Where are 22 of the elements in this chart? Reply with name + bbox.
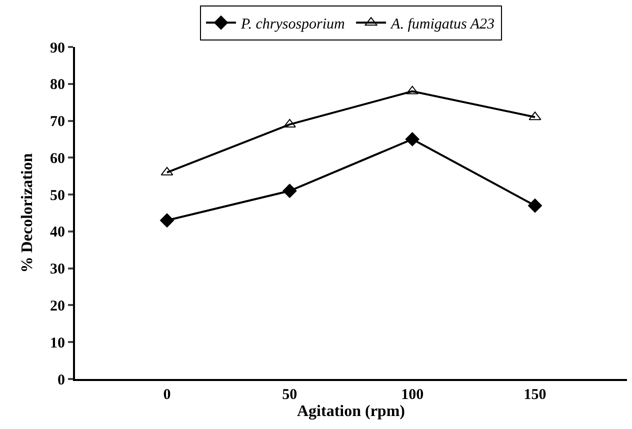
x-tick-label: 0 — [163, 387, 171, 403]
point — [282, 184, 297, 198]
y-tick-label: 70 — [50, 114, 65, 130]
x-tick-label: 100 — [401, 387, 424, 403]
y-tick-label: 0 — [58, 372, 65, 388]
y-tick-label: 30 — [50, 262, 65, 278]
point — [160, 213, 174, 228]
x-tick-label: 50 — [282, 387, 298, 403]
legend-label: A. fumigatus A23 — [390, 16, 495, 32]
point — [528, 198, 542, 213]
y-tick-label: 60 — [50, 150, 65, 167]
y-tick-label: 20 — [50, 298, 65, 314]
y-axis-title: % Decolorization — [19, 153, 36, 273]
y-tick-label: 50 — [50, 188, 65, 204]
y-tick-label: 10 — [50, 335, 65, 352]
x-tick-label: 150 — [524, 387, 546, 403]
point — [405, 132, 420, 146]
y-tick-label: 80 — [50, 77, 65, 94]
legend-label: P. chrysosporium — [240, 16, 346, 32]
y-tick-label: 90 — [50, 40, 65, 56]
y-tick-label: 40 — [50, 224, 65, 241]
x-axis-title: Agitation (rpm) — [297, 403, 405, 420]
